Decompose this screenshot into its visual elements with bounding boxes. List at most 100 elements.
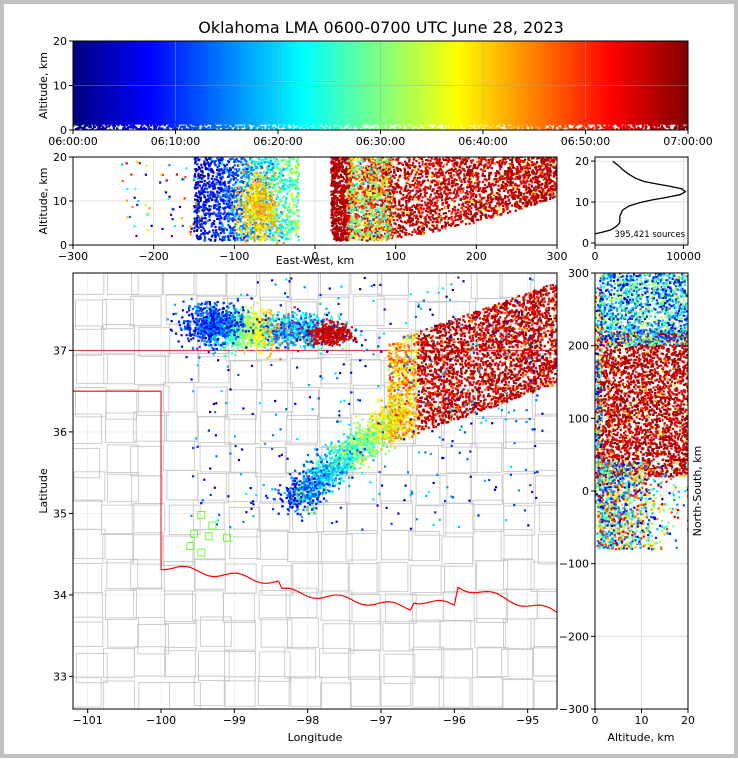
ew-source-point <box>446 198 448 200</box>
ew-source-point <box>563 168 565 170</box>
ew-source-point <box>431 216 433 218</box>
time-source-point <box>81 119 83 121</box>
time-source-point <box>534 124 536 126</box>
ew-source-point <box>501 178 503 180</box>
ew-source-point <box>536 171 538 173</box>
ew-source-point <box>433 189 435 191</box>
time-source-point <box>352 107 354 109</box>
ew-source-point <box>418 208 420 210</box>
ew-source-point <box>413 184 415 186</box>
ew-source-point <box>212 181 214 183</box>
time-source-point <box>358 123 360 125</box>
time-source-point <box>451 124 453 126</box>
ew-source-point <box>504 187 506 189</box>
ew-source-point <box>497 198 499 200</box>
time-source-point <box>88 123 90 125</box>
ew-source-point <box>404 188 406 190</box>
ew-source-point <box>230 235 232 237</box>
ew-source-point <box>200 164 202 166</box>
ew-source-point <box>441 174 443 176</box>
time-source-point <box>183 126 185 128</box>
ew-source-point <box>548 153 550 155</box>
ew-source-point <box>417 198 419 200</box>
time-x-tick-label: 06:10:00 <box>151 135 200 148</box>
time-source-point <box>312 125 314 127</box>
ew-source-point <box>243 233 245 235</box>
ew-source-point <box>497 185 499 187</box>
ew-source-point <box>460 163 462 165</box>
time-source-point <box>375 126 377 128</box>
time-source-point <box>590 122 592 124</box>
ew-source-point <box>490 201 492 203</box>
ew-source-point <box>427 203 429 205</box>
ew-source-point <box>523 176 525 178</box>
ew-source-point <box>399 227 401 229</box>
ew-source-point <box>423 217 425 219</box>
ew-source-point <box>516 168 518 170</box>
ew-source-point <box>527 154 529 156</box>
ew-source-point <box>440 219 442 221</box>
ew-source-point <box>429 188 431 190</box>
time-source-point <box>483 123 485 125</box>
ew-source-point <box>422 233 424 235</box>
ew-source-point <box>446 163 448 165</box>
ew-source-point <box>475 172 477 174</box>
ew-source-point <box>550 164 552 166</box>
ew-source-point <box>548 169 550 171</box>
ew-source-point <box>464 198 466 200</box>
ew-source-point <box>560 173 562 175</box>
time-source-point <box>307 115 309 117</box>
ew-source-point <box>558 177 560 179</box>
ew-source-point <box>224 167 226 169</box>
ew-source-point <box>517 153 519 155</box>
time-source-point <box>353 122 355 124</box>
ew-source-point <box>512 167 514 169</box>
time-source-point <box>150 124 152 126</box>
time-source-point <box>85 123 87 125</box>
ew-source-point <box>559 155 561 157</box>
ew-source-point <box>559 185 561 187</box>
time-source-point <box>299 121 301 123</box>
ew-source-point <box>288 154 290 156</box>
time-source-point <box>645 126 647 128</box>
time-source-point <box>557 123 559 125</box>
time-source-point <box>567 126 569 128</box>
time-source-point <box>627 121 629 123</box>
ew-source-point <box>429 153 431 155</box>
ew-source-point <box>561 186 563 188</box>
time-source-point <box>653 120 655 122</box>
time-source-point <box>308 124 310 126</box>
ew-source-point <box>455 219 457 221</box>
ew-source-point <box>278 221 280 223</box>
ew-source-point <box>489 164 491 166</box>
ew-source-point <box>449 169 451 171</box>
ew-source-point <box>416 171 418 173</box>
ew-source-point <box>518 176 520 178</box>
ew-source-point <box>218 212 220 214</box>
ew-source-point <box>488 214 490 216</box>
ew-source-point <box>426 192 428 194</box>
ew-source-point <box>414 153 416 155</box>
ew-source-point <box>490 207 492 209</box>
ew-source-point <box>222 154 224 156</box>
ew-source-point <box>464 152 466 154</box>
ew-source-point <box>405 178 407 180</box>
ew-source-point <box>457 224 459 226</box>
ew-source-point <box>561 172 563 174</box>
ew-source-point <box>519 201 521 203</box>
time-source-point <box>192 127 194 129</box>
ew-source-point <box>560 160 562 162</box>
ew-source-point <box>207 177 209 179</box>
time-source-point <box>361 124 363 126</box>
ew-source-point <box>425 176 427 178</box>
ew-source-point <box>465 163 467 165</box>
time-source-point <box>74 120 76 122</box>
ew-source-point <box>560 179 562 181</box>
ew-source-point <box>265 154 267 156</box>
ew-source-point <box>200 190 202 192</box>
ew-source-point <box>434 192 436 194</box>
time-source-point <box>117 119 119 121</box>
ew-source-point <box>422 196 424 198</box>
time-source-point <box>469 120 471 122</box>
time-source-point <box>559 123 561 125</box>
